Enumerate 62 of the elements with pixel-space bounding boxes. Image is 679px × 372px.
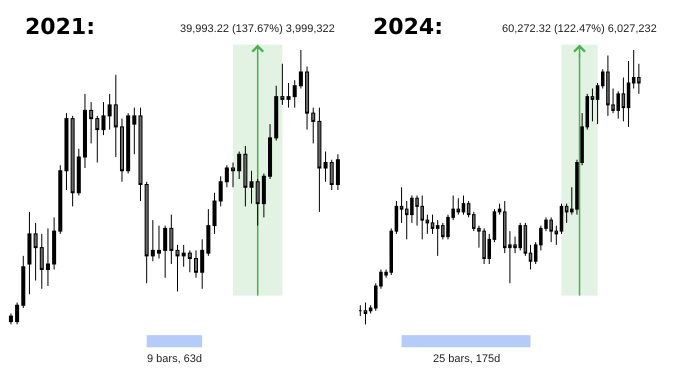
text: 39,993.22 (137.67%) 3,999,322 (180, 23, 335, 35)
candlestick (89, 102, 94, 144)
text: 9 bars, 63d (147, 353, 202, 365)
candlestick (206, 208, 210, 256)
candlestick (126, 112, 130, 174)
candlestick (169, 214, 174, 265)
candlestick (231, 162, 236, 188)
candlestick (243, 146, 248, 207)
candlestick (8, 312, 13, 325)
candlestick (15, 302, 20, 325)
candlestick (364, 302, 368, 325)
candlestick (163, 225, 168, 278)
chart-title: 2024: (373, 15, 444, 40)
candlestick (82, 93, 87, 169)
candlestick (237, 151, 242, 180)
candlestick (132, 107, 136, 155)
candlestick (212, 192, 217, 234)
candlestick (21, 255, 26, 308)
candlestick (114, 74, 118, 158)
candlestick (268, 124, 272, 180)
candlestick (64, 112, 68, 190)
candlestick (27, 211, 32, 295)
candlestick (298, 50, 303, 89)
candlestick (330, 159, 334, 190)
candlestick (182, 244, 186, 268)
text: 60,272.32 (122.47%) 6,027,232 (502, 23, 657, 35)
candlestick (262, 173, 266, 218)
candlestick (305, 66, 310, 130)
candlestick (46, 228, 50, 286)
candlestick (101, 102, 106, 136)
candlestick (317, 107, 322, 212)
candlestick (76, 148, 81, 196)
candlestick (95, 115, 100, 164)
candlestick (256, 178, 260, 226)
candlestick (292, 80, 297, 108)
candlestick (150, 220, 155, 262)
candlestick (138, 107, 142, 202)
candlestick (40, 233, 44, 290)
chart-title: 2021: (25, 15, 96, 40)
candlestick (224, 164, 229, 188)
text: 25 bars, 175d (433, 353, 500, 365)
candlestick (108, 93, 112, 130)
candlestick (58, 164, 62, 234)
candlestick (311, 107, 316, 144)
candlestick (286, 82, 291, 108)
candlestick (280, 63, 284, 106)
candlestick (218, 176, 223, 207)
candlestick (194, 250, 198, 278)
candlestick (144, 181, 149, 284)
candlestick (200, 238, 204, 290)
candlestick (156, 225, 162, 260)
candlestick (120, 118, 124, 182)
candlestick (358, 304, 362, 317)
candlestick (336, 154, 340, 190)
candlestick (250, 170, 254, 204)
candlestick (175, 244, 180, 292)
candlestick (34, 222, 38, 282)
candlestick (324, 151, 328, 182)
candlestick (274, 85, 278, 142)
candlestick (52, 216, 56, 270)
candlestick (188, 250, 192, 273)
candlestick (70, 115, 75, 207)
